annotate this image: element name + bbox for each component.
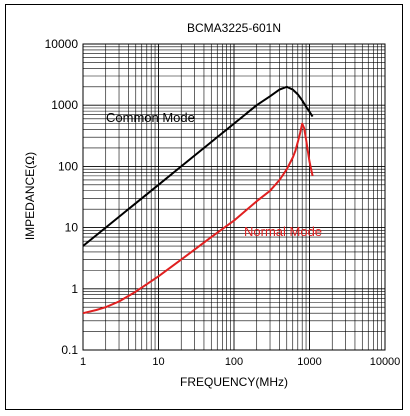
x-tick-label: 100 — [225, 356, 243, 368]
chart-title: BCMA3225-601N — [187, 21, 281, 35]
x-tick-label: 1000 — [297, 356, 321, 368]
series-line-common-mode — [82, 85, 314, 247]
y-tick-label: 0.1 — [61, 343, 78, 357]
x-axis-label: FREQUENCY(MHz) — [180, 375, 288, 389]
series-label-normal-mode: Normal Mode — [244, 224, 322, 239]
chart-grid — [82, 44, 385, 351]
series-labels: Common Mode Normal Mode — [106, 110, 322, 239]
series-label-common-mode: Common Mode — [106, 110, 195, 125]
x-tick-label: 1 — [80, 356, 86, 368]
y-tick-label: 100 — [58, 159, 78, 173]
y-tick-label: 10 — [65, 221, 79, 235]
y-tick-label: 10000 — [45, 37, 79, 51]
series-lines — [82, 85, 314, 315]
y-tick-label: 1000 — [51, 98, 78, 112]
x-tick-label: 10 — [152, 356, 164, 368]
x-tick-label: 10000 — [370, 356, 401, 368]
y-tick-label: 1 — [71, 282, 78, 296]
plot-area — [82, 43, 386, 351]
y-axis-label: IMPEDANCE(Ω) — [23, 152, 37, 240]
series-line-normal-mode — [82, 122, 314, 315]
